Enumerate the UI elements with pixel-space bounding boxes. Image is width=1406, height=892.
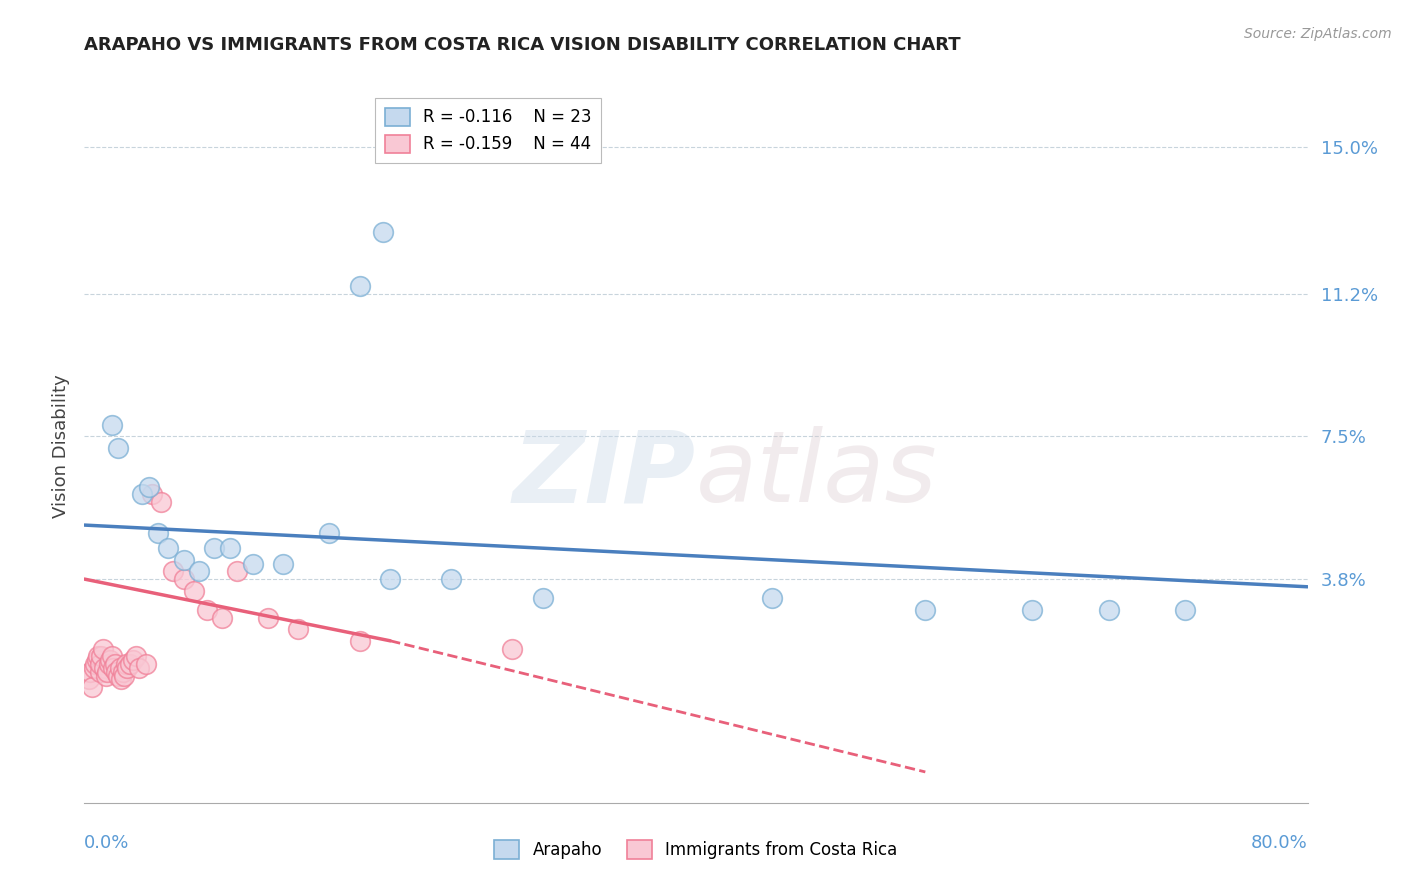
Text: 0.0%: 0.0% bbox=[84, 834, 129, 852]
Point bbox=[287, 622, 309, 636]
Point bbox=[257, 610, 280, 624]
Point bbox=[108, 661, 131, 675]
Point bbox=[112, 668, 135, 682]
Point bbox=[173, 553, 195, 567]
Point bbox=[242, 557, 264, 571]
Point bbox=[914, 603, 936, 617]
Point bbox=[138, 479, 160, 493]
Point bbox=[141, 487, 163, 501]
Point bbox=[202, 541, 225, 556]
Point bbox=[188, 565, 211, 579]
Point bbox=[502, 641, 524, 656]
Point bbox=[157, 541, 180, 556]
Point bbox=[111, 665, 134, 679]
Point bbox=[318, 525, 340, 540]
Text: ZIP: ZIP bbox=[513, 426, 696, 523]
Point bbox=[87, 649, 110, 664]
Point bbox=[218, 541, 240, 556]
Point bbox=[1021, 603, 1043, 617]
Point bbox=[105, 665, 128, 679]
Point bbox=[349, 633, 371, 648]
Point bbox=[94, 668, 117, 682]
Point bbox=[146, 525, 169, 540]
Point bbox=[104, 657, 127, 671]
Point bbox=[101, 417, 124, 432]
Point bbox=[531, 591, 554, 606]
Y-axis label: Vision Disability: Vision Disability bbox=[52, 374, 70, 518]
Text: ARAPAHO VS IMMIGRANTS FROM COSTA RICA VISION DISABILITY CORRELATION CHART: ARAPAHO VS IMMIGRANTS FROM COSTA RICA VI… bbox=[84, 36, 960, 54]
Point bbox=[97, 657, 120, 671]
Point bbox=[120, 657, 142, 671]
Point bbox=[195, 603, 218, 617]
Point bbox=[80, 680, 103, 694]
Point bbox=[371, 225, 394, 239]
Legend: Arapaho, Immigrants from Costa Rica: Arapaho, Immigrants from Costa Rica bbox=[488, 834, 904, 866]
Point bbox=[173, 572, 195, 586]
Text: atlas: atlas bbox=[696, 426, 938, 523]
Point bbox=[83, 661, 105, 675]
Point bbox=[110, 673, 132, 687]
Point bbox=[93, 661, 115, 675]
Point bbox=[122, 653, 145, 667]
Text: Source: ZipAtlas.com: Source: ZipAtlas.com bbox=[1244, 27, 1392, 41]
Point bbox=[77, 673, 100, 687]
Point bbox=[226, 565, 249, 579]
Point bbox=[211, 610, 233, 624]
Point bbox=[128, 661, 150, 675]
Point bbox=[86, 653, 108, 667]
Point bbox=[1174, 603, 1197, 617]
Point bbox=[1098, 603, 1121, 617]
Point bbox=[131, 487, 153, 501]
Point bbox=[101, 649, 124, 664]
Point bbox=[440, 572, 463, 586]
Point bbox=[107, 668, 129, 682]
Point bbox=[271, 557, 294, 571]
Point bbox=[91, 641, 114, 656]
Point bbox=[90, 649, 112, 664]
Point bbox=[380, 572, 402, 586]
Point bbox=[115, 661, 138, 675]
Point bbox=[98, 653, 121, 667]
Point bbox=[149, 495, 172, 509]
Text: 80.0%: 80.0% bbox=[1251, 834, 1308, 852]
Point bbox=[107, 441, 129, 455]
Point bbox=[125, 649, 148, 664]
Point bbox=[103, 661, 125, 675]
Point bbox=[89, 665, 111, 679]
Point bbox=[79, 665, 101, 679]
Point bbox=[349, 279, 371, 293]
Point bbox=[162, 565, 184, 579]
Point bbox=[96, 665, 118, 679]
Point bbox=[761, 591, 783, 606]
Point bbox=[89, 657, 111, 671]
Point bbox=[135, 657, 157, 671]
Point bbox=[183, 583, 205, 598]
Point bbox=[84, 657, 107, 671]
Point bbox=[114, 657, 136, 671]
